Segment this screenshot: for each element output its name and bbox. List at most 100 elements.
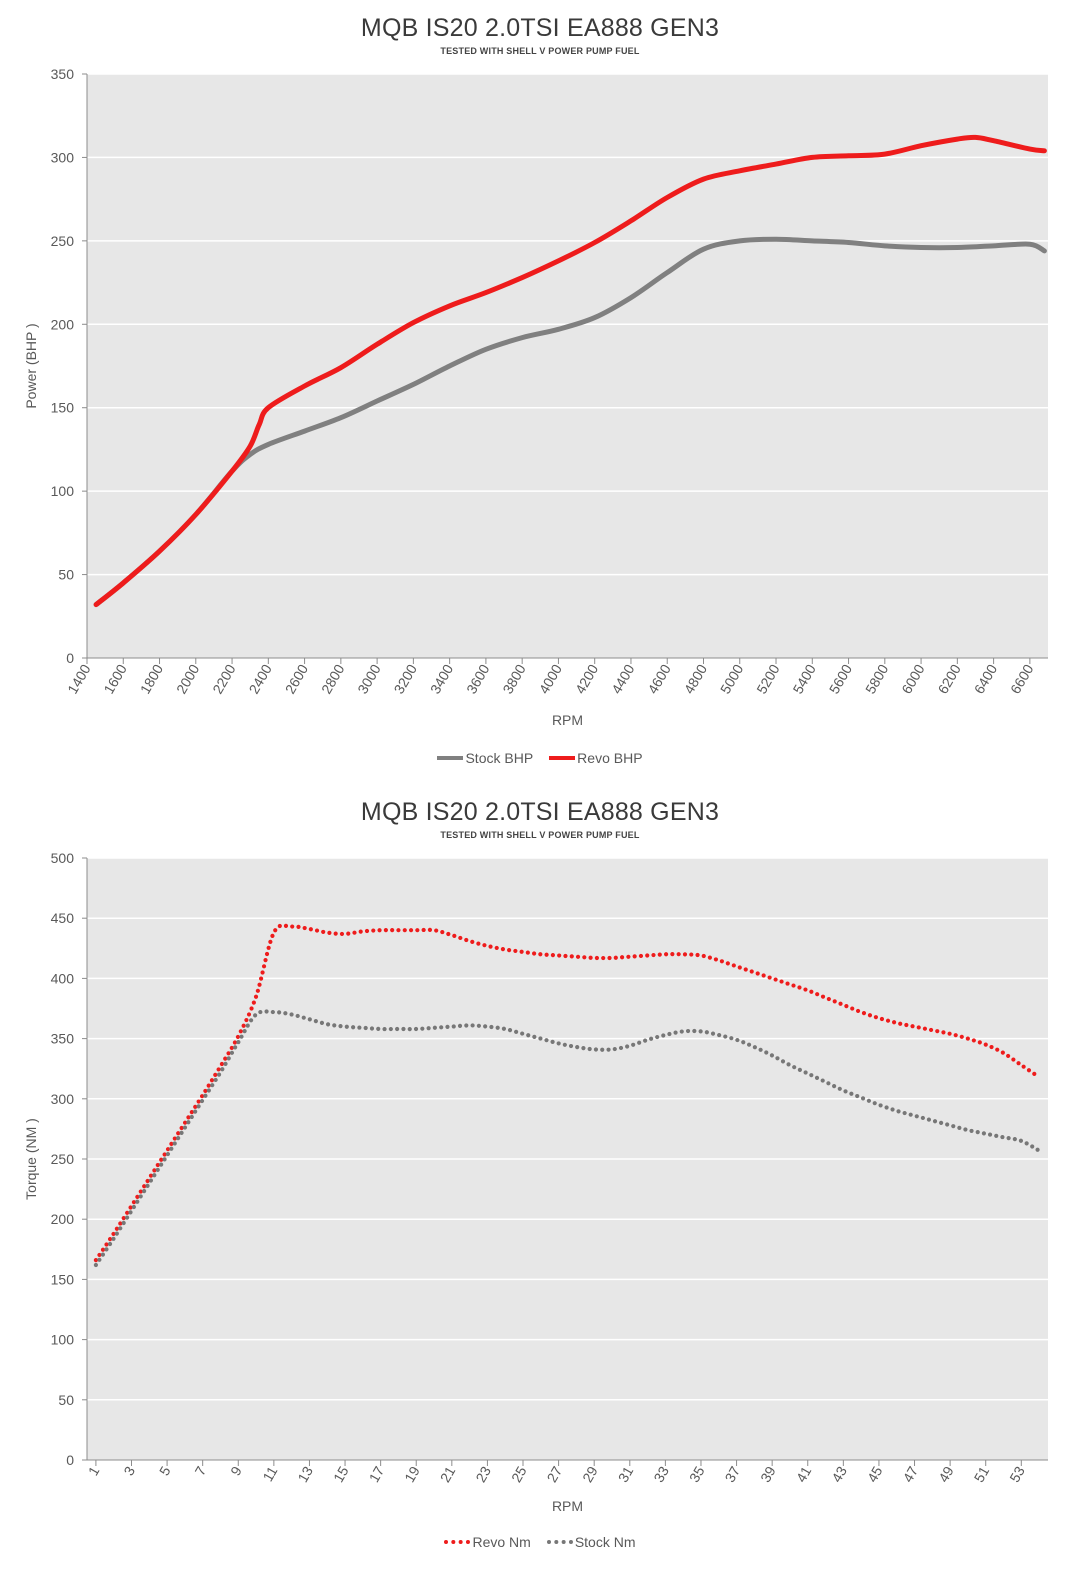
x-tick-label: 6600 [1007, 661, 1037, 696]
x-tick-label: 19 [401, 1463, 423, 1485]
series-line-stock-bhp [93, 236, 1047, 608]
x-tick-label: 5400 [789, 661, 819, 696]
x-tick-label: 1600 [100, 661, 130, 696]
x-tick-label: 25 [508, 1463, 530, 1485]
x-tick-label: 6400 [971, 661, 1001, 696]
legend-swatch-revo-nm [444, 1540, 471, 1544]
chart-subtitle: TESTED WITH SHELL V POWER PUMP FUEL [440, 830, 640, 840]
legend-item-stock-bhp: Stock BHP [437, 750, 533, 766]
x-tick-label: 53 [1006, 1463, 1028, 1485]
x-tick-label: 47 [899, 1463, 921, 1485]
x-tick-label: 49 [935, 1463, 957, 1485]
x-tick-label: 29 [579, 1463, 601, 1485]
legend-label-revo-nm: Revo Nm [472, 1534, 531, 1550]
y-tick-label: 150 [51, 1271, 75, 1287]
x-tick-label: 21 [437, 1463, 459, 1485]
x-tick-label: 4800 [681, 661, 711, 696]
legend-swatch-stock-bhp [437, 756, 464, 760]
y-tick-label: 400 [51, 970, 75, 986]
legend-item-stock-nm: Stock Nm [546, 1534, 636, 1550]
x-tick-label: 5800 [862, 661, 892, 696]
series-line-stock-nm [93, 1009, 1042, 1268]
x-tick-label: 4000 [536, 661, 566, 696]
x-tick-label: 3 [120, 1463, 138, 1478]
legend-item-revo-nm: Revo Nm [444, 1534, 531, 1550]
torque-chart: MQB IS20 2.0TSI EA888 GEN3 TESTED WITH S… [0, 790, 1080, 1584]
x-tick-label: 5600 [826, 661, 856, 696]
x-tick-label: 17 [366, 1463, 388, 1485]
x-tick-label: 15 [330, 1463, 352, 1485]
y-tick-label: 350 [51, 66, 75, 82]
legend-item-revo-bhp: Revo BHP [549, 750, 643, 766]
y-tick-label: 100 [51, 483, 75, 499]
x-tick-label: 1 [85, 1463, 103, 1478]
y-tick-label: 450 [51, 910, 75, 926]
y-tick-label: 200 [51, 1211, 75, 1227]
x-axis-label: RPM [552, 712, 583, 728]
y-tick-label: 50 [58, 567, 74, 583]
legend-label-revo-bhp: Revo BHP [577, 750, 643, 766]
x-tick-label: 6200 [935, 661, 965, 696]
x-tick-label: 2600 [282, 661, 312, 696]
chart-title: MQB IS20 2.0TSI EA888 GEN3 [360, 14, 720, 42]
y-tick-label: 350 [51, 1031, 75, 1047]
legend-swatch-stock-nm [546, 1540, 573, 1544]
y-tick-label: 250 [51, 1151, 75, 1167]
y-axis-label: Power (BHP ) [23, 323, 39, 408]
x-tick-label: 11 [259, 1463, 280, 1484]
y-tick-label: 300 [51, 1091, 75, 1107]
y-tick-label: 500 [51, 850, 75, 866]
chart-legend: Revo Nm Stock Nm [0, 1534, 1080, 1550]
plot-area [87, 74, 1048, 658]
x-tick-label: 23 [472, 1463, 494, 1485]
x-tick-label: 1400 [64, 661, 94, 696]
x-tick-label: 9 [227, 1463, 245, 1478]
power-chart: MQB IS20 2.0TSI EA888 GEN3 TESTED WITH S… [0, 0, 1080, 790]
x-tick-label: 5 [156, 1463, 174, 1478]
y-tick-label: 150 [51, 400, 75, 416]
x-tick-label: 5000 [717, 661, 747, 696]
x-tick-label: 27 [544, 1463, 566, 1485]
y-tick-label: 100 [51, 1332, 75, 1348]
legend-swatch-revo-bhp [549, 756, 576, 760]
x-tick-label: 39 [757, 1463, 779, 1485]
x-tick-label: 41 [793, 1463, 815, 1485]
chart-subtitle: TESTED WITH SHELL V POWER PUMP FUEL [440, 46, 640, 56]
x-axis-label: RPM [552, 1498, 583, 1514]
x-tick-label: 35 [686, 1463, 708, 1485]
power-plot: 0 50 100 150 200 250 300 350 1400 1600 1800 2000 220… [23, 66, 1048, 728]
legend-label-stock-bhp: Stock BHP [465, 750, 534, 766]
x-tick-label: 13 [294, 1463, 316, 1485]
x-tick-label: 3800 [499, 661, 529, 696]
x-tick-label: 3400 [427, 661, 457, 696]
chart-legend: Stock BHP Revo BHP [0, 750, 1080, 766]
x-tick-label: 4400 [608, 661, 638, 696]
y-tick-label: 0 [66, 650, 74, 666]
x-tick-label: 2200 [209, 661, 239, 696]
x-tick-label: 45 [864, 1463, 886, 1485]
y-tick-label: 0 [66, 1452, 74, 1468]
x-tick-label: 7 [192, 1463, 210, 1478]
y-tick-label: 200 [51, 316, 75, 332]
x-tick-label: 2000 [173, 661, 203, 696]
x-tick-label: 4600 [644, 661, 674, 696]
x-tick-label: 6000 [898, 661, 928, 696]
series-line-revo-bhp [93, 134, 1047, 608]
x-tick-label: 31 [615, 1463, 637, 1485]
x-tick-label: 43 [828, 1463, 850, 1485]
x-tick-label: 51 [971, 1463, 993, 1485]
x-tick-label: 33 [650, 1463, 672, 1485]
chart-title: MQB IS20 2.0TSI EA888 GEN3 [360, 798, 720, 826]
x-tick-label: 3000 [354, 661, 384, 696]
series-line-revo-nm [93, 923, 1042, 1263]
x-tick-label: 37 [722, 1463, 744, 1485]
x-tick-label: 3600 [463, 661, 493, 696]
x-tick-label: 1800 [137, 661, 167, 696]
legend-label-stock-nm: Stock Nm [574, 1534, 636, 1550]
x-tick-label: 4200 [572, 661, 602, 696]
x-tick-label: 3200 [391, 661, 421, 696]
x-tick-label: 5200 [753, 661, 783, 696]
x-tick-label: 2800 [318, 661, 348, 696]
y-tick-label: 300 [51, 149, 75, 165]
